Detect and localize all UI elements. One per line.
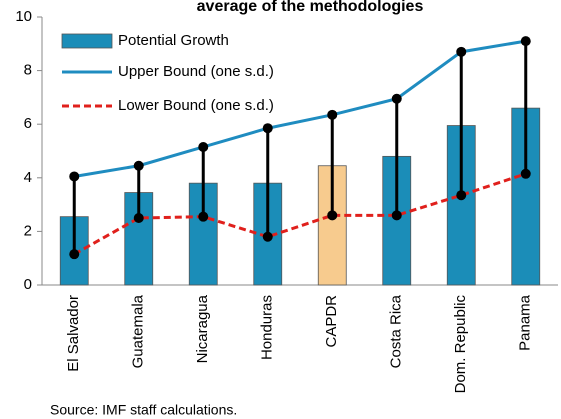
- point: [456, 190, 467, 201]
- x-tick-label: Dom. Republic: [452, 295, 469, 394]
- point: [520, 168, 531, 179]
- point: [69, 249, 80, 260]
- x-tick-label: Honduras: [259, 295, 276, 360]
- upper-line: [74, 39, 526, 178]
- x-tick-label: Guatemala: [130, 294, 147, 368]
- x-tick-label: Panama: [517, 294, 534, 351]
- point: [327, 210, 338, 221]
- x-tick-label: CAPDR: [323, 295, 340, 348]
- legend-swatch: [61, 33, 113, 49]
- point: [327, 109, 338, 120]
- point: [262, 231, 273, 242]
- x-tick-label: Costa Rica: [388, 294, 405, 368]
- point: [391, 210, 402, 221]
- y-tick-label: 6: [24, 115, 32, 132]
- point: [456, 46, 467, 57]
- source-note: Source: IMF staff calculations.: [50, 402, 237, 418]
- x-tick-label: El Salvador: [65, 295, 82, 372]
- y-tick-label: 0: [24, 276, 32, 293]
- point: [198, 141, 209, 152]
- y-tick-label: 10: [15, 8, 32, 25]
- point: [262, 123, 273, 134]
- point: [133, 213, 144, 223]
- legend-label: Upper Bound (one s.d.): [118, 63, 274, 80]
- point: [520, 36, 531, 47]
- y-tick-label: 2: [24, 222, 32, 239]
- point: [69, 171, 80, 182]
- point: [133, 160, 144, 171]
- chart-title: average of the methodologies: [197, 0, 424, 15]
- point: [391, 93, 402, 104]
- legend-label: Potential Growth: [118, 32, 229, 49]
- y-tick-label: 4: [24, 169, 32, 186]
- x-tick-label: Nicaragua: [194, 294, 211, 363]
- y-tick-label: 8: [24, 62, 32, 79]
- legend-label: Lower Bound (one s.d.): [118, 97, 274, 114]
- point: [198, 211, 209, 222]
